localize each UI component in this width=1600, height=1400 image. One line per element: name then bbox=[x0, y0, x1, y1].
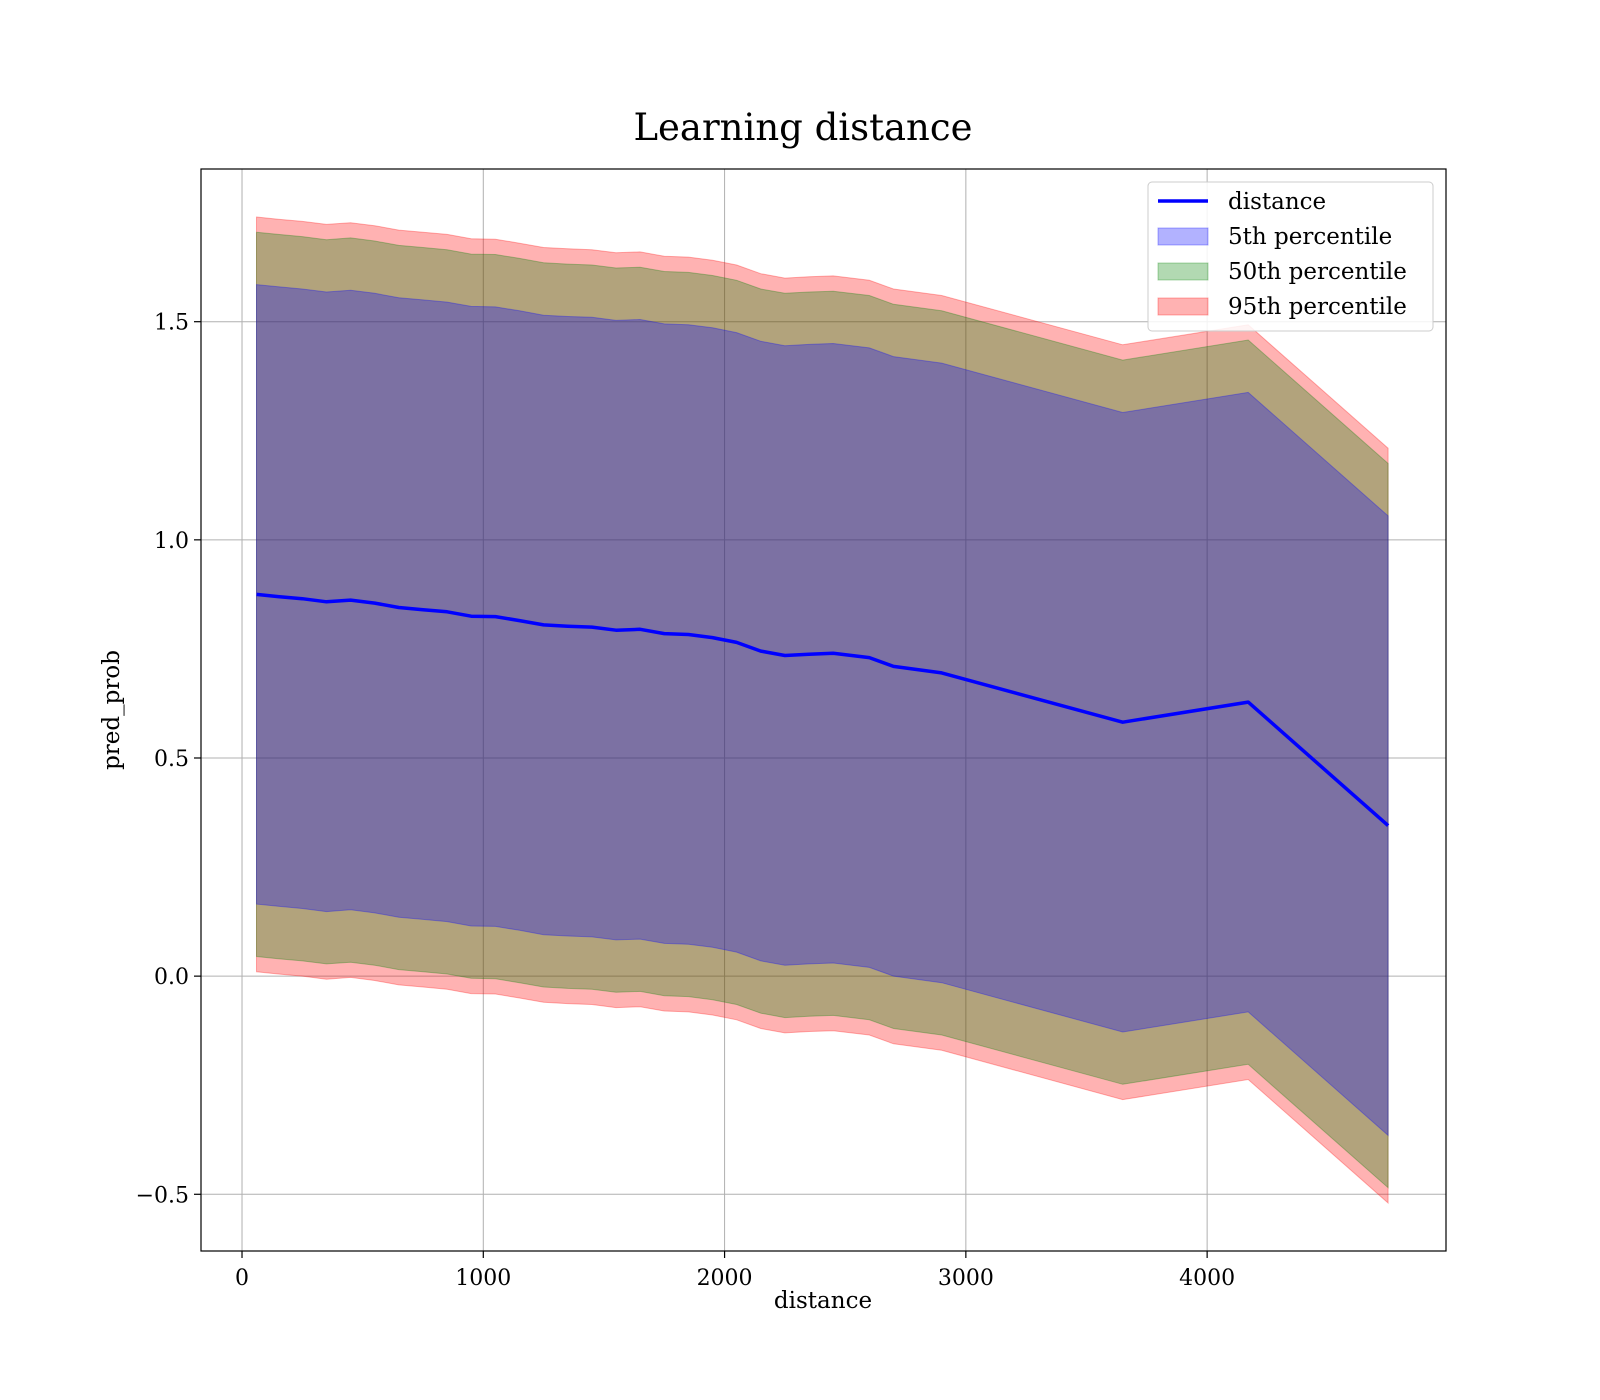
y-tick-label: 0.0 bbox=[154, 965, 189, 990]
x-tick-label: 2000 bbox=[697, 1266, 753, 1291]
band-95th-percentile bbox=[256, 216, 1389, 1205]
distance-line-layer bbox=[256, 592, 1390, 827]
legend: distance 5th percentile 50th percentile … bbox=[1147, 181, 1434, 332]
x-tick-label: 0 bbox=[235, 1266, 249, 1291]
legend-label-50th-percentile: 50th percentile bbox=[1228, 259, 1407, 285]
y-tick-label: 0.5 bbox=[154, 747, 189, 772]
x-axis-ticks: 0 1000 2000 3000 4000 bbox=[235, 1251, 1235, 1291]
legend-label-95th-percentile: 95th percentile bbox=[1228, 294, 1407, 320]
chart-title: Learning distance bbox=[633, 106, 972, 149]
legend-swatch-5th-percentile bbox=[1157, 227, 1209, 246]
y-axis-ticks: −0.5 0.0 0.5 1.0 1.5 bbox=[136, 311, 201, 1208]
legend-label-distance: distance bbox=[1228, 189, 1326, 215]
y-tick-label: 1.5 bbox=[154, 311, 189, 336]
band-5th-percentile bbox=[256, 284, 1389, 1137]
x-tick-label: 1000 bbox=[455, 1266, 511, 1291]
legend-swatch-95th-percentile bbox=[1157, 297, 1209, 316]
plot-frame bbox=[200, 168, 1447, 1252]
percentile-bands bbox=[256, 216, 1389, 1205]
legend-frame bbox=[1147, 181, 1434, 332]
legend-swatch-50th-percentile bbox=[1157, 262, 1209, 281]
x-axis-label: distance bbox=[774, 1288, 872, 1314]
legend-label-5th-percentile: 5th percentile bbox=[1228, 224, 1392, 250]
x-tick-label: 4000 bbox=[1179, 1266, 1235, 1291]
y-tick-label: −0.5 bbox=[136, 1183, 189, 1208]
y-tick-label: 1.0 bbox=[154, 529, 189, 554]
band-50th-percentile bbox=[256, 231, 1389, 1189]
y-axis-label: pred_prob bbox=[99, 650, 125, 770]
x-tick-label: 3000 bbox=[938, 1266, 994, 1291]
distance-line bbox=[256, 592, 1390, 827]
